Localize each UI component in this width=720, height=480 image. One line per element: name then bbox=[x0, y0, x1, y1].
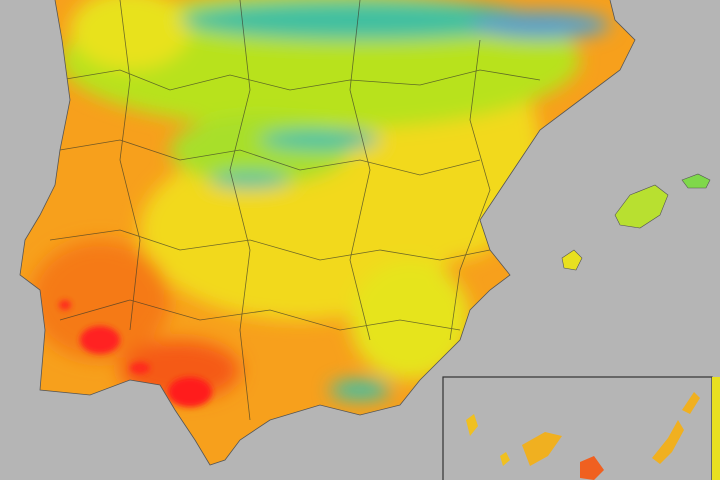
zone-yellow bbox=[70, 0, 190, 70]
coastline bbox=[19, 0, 636, 466]
zone-cyan bbox=[260, 130, 380, 150]
spot-red bbox=[130, 362, 150, 374]
zone-blue bbox=[470, 11, 610, 39]
island bbox=[682, 392, 700, 414]
zone-orange bbox=[30, 240, 170, 360]
border bbox=[229, 0, 251, 421]
border bbox=[59, 139, 481, 176]
inset-frame bbox=[442, 376, 713, 480]
edge-strip bbox=[712, 377, 720, 480]
island bbox=[681, 173, 711, 189]
border bbox=[119, 0, 141, 331]
border bbox=[59, 69, 541, 91]
province-borders bbox=[49, 0, 541, 421]
island bbox=[614, 184, 669, 229]
canary-inset bbox=[442, 376, 720, 480]
spot-red bbox=[80, 326, 120, 354]
border bbox=[59, 299, 461, 331]
spot-red bbox=[59, 300, 71, 310]
zone-cyan bbox=[330, 380, 390, 400]
island bbox=[466, 414, 478, 436]
border bbox=[49, 229, 491, 261]
border bbox=[349, 0, 371, 341]
zone-yellow bbox=[350, 260, 470, 380]
spot-red bbox=[168, 377, 212, 407]
island bbox=[561, 249, 583, 271]
island bbox=[522, 432, 562, 466]
island bbox=[652, 420, 684, 464]
zone-cyan bbox=[210, 172, 290, 188]
temperature-field bbox=[30, 0, 610, 400]
island bbox=[580, 456, 604, 480]
hot-spots bbox=[59, 300, 212, 407]
island bbox=[500, 452, 510, 466]
border bbox=[449, 39, 491, 341]
balearic-islands bbox=[561, 173, 711, 271]
zone-cyan bbox=[180, 0, 540, 40]
